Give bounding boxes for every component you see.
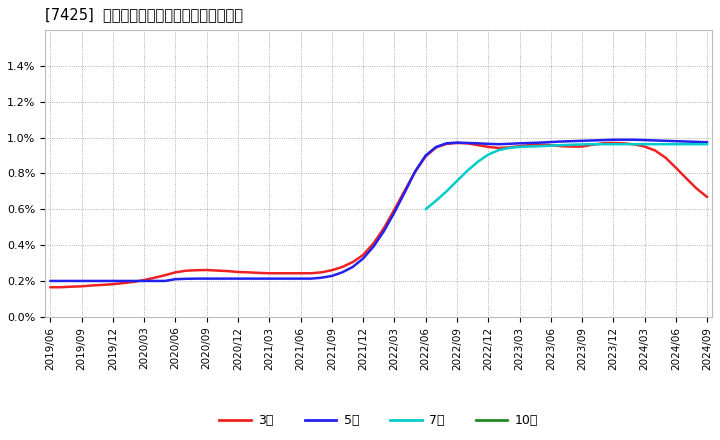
- 7年: [516, 144, 524, 150]
- 3年: [474, 143, 482, 148]
- 7年: [693, 142, 701, 147]
- 7年: [588, 142, 597, 147]
- 7年: [661, 142, 670, 147]
- 7年: [619, 142, 628, 147]
- 5年: [609, 137, 618, 143]
- 7年: [703, 142, 711, 147]
- Line: 5年: 5年: [50, 140, 707, 281]
- 3年: [411, 169, 420, 174]
- 7年: [557, 143, 565, 148]
- 3年: [369, 241, 378, 246]
- 7年: [640, 142, 649, 147]
- 7年: [598, 142, 607, 147]
- 3年: [703, 194, 711, 200]
- 7年: [484, 152, 492, 157]
- 5年: [317, 275, 325, 280]
- 5年: [411, 169, 420, 174]
- 5年: [703, 139, 711, 145]
- 7年: [609, 142, 618, 147]
- 7年: [526, 144, 534, 149]
- Line: 7年: 7年: [426, 144, 707, 209]
- 5年: [46, 279, 55, 284]
- 7年: [536, 143, 544, 149]
- 7年: [672, 142, 680, 147]
- 7年: [442, 189, 451, 194]
- 5年: [369, 244, 378, 249]
- 7年: [474, 159, 482, 165]
- 3年: [317, 270, 325, 275]
- 3年: [484, 144, 492, 150]
- 7年: [567, 142, 576, 147]
- 3年: [453, 140, 462, 146]
- 7年: [505, 145, 513, 150]
- 7年: [463, 168, 472, 173]
- 3年: [130, 279, 138, 285]
- 7年: [630, 142, 639, 147]
- 7年: [546, 143, 555, 148]
- 3年: [46, 285, 55, 290]
- 7年: [432, 198, 441, 203]
- Text: [7425]  経常利益マージンの標準偏差の推移: [7425] 経常利益マージンの標準偏差の推移: [45, 7, 243, 22]
- 7年: [682, 142, 690, 147]
- 5年: [130, 279, 138, 284]
- 5年: [474, 141, 482, 146]
- 7年: [577, 142, 586, 147]
- Legend: 3年, 5年, 7年, 10年: 3年, 5年, 7年, 10年: [215, 409, 543, 432]
- 7年: [651, 142, 660, 147]
- 7年: [453, 178, 462, 183]
- 7年: [421, 207, 430, 212]
- 7年: [495, 147, 503, 153]
- 5年: [463, 140, 472, 146]
- Line: 3年: 3年: [50, 143, 707, 287]
